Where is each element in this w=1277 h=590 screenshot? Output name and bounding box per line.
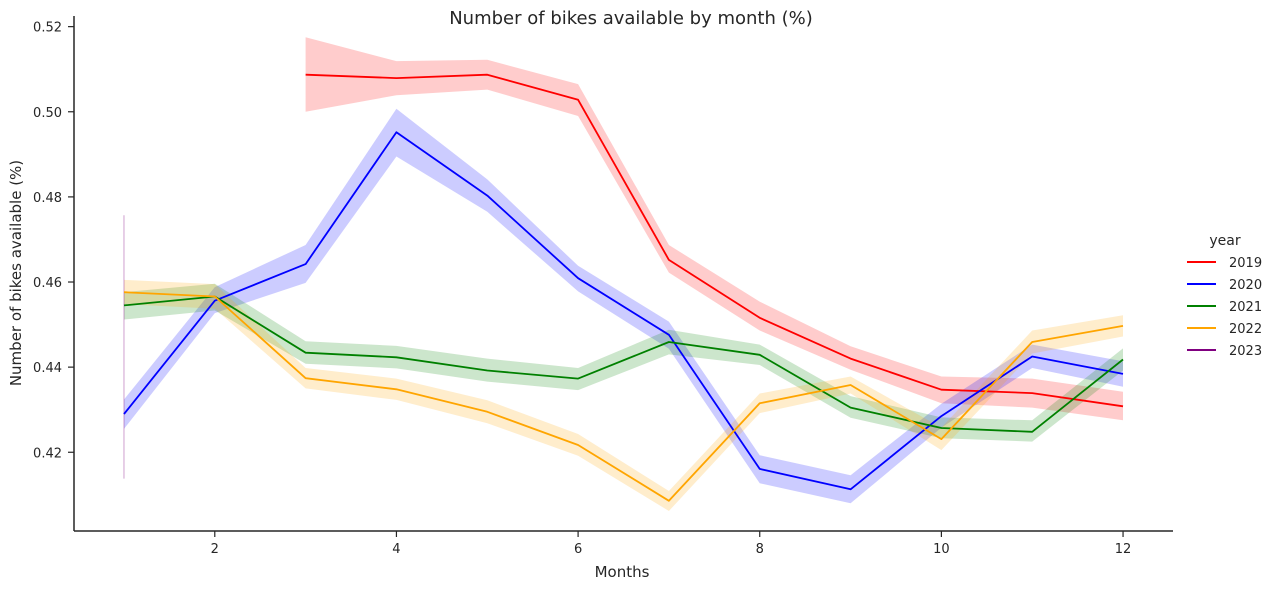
x-tick-label: 8 [756,542,764,557]
y-tick-label: 0.42 [33,446,62,461]
ci-band-2021 [124,283,1123,442]
chart-title: Number of bikes available by month (%) [449,8,813,29]
x-tick-label: 6 [574,542,582,557]
series-lines [123,73,1124,502]
legend: year 2019 2020 2021 2022 2023 [1187,233,1262,359]
series-line-2020 [123,131,1124,491]
x-axis-label: Months [595,563,650,581]
x-tick-label: 10 [933,542,950,557]
x-tick-label: 12 [1115,542,1132,557]
legend-label-2023: 2023 [1229,344,1262,359]
legend-label-2021: 2021 [1229,300,1262,315]
y-tick-label: 0.48 [33,191,62,206]
y-tick-label: 0.50 [33,106,62,121]
legend-label-2019: 2019 [1229,256,1262,271]
y-axis-label: Number of bikes available (%) [7,160,25,386]
x-tick-label: 4 [392,542,400,557]
legend-label-2022: 2022 [1229,322,1262,337]
y-tick-label: 0.52 [33,21,62,36]
ci-band-2019 [305,37,1124,421]
axes [73,16,1173,532]
legend-label-2020: 2020 [1229,278,1262,293]
legend-title: year [1209,233,1240,249]
y-ticks: 0.42 0.44 0.46 0.48 0.50 0.52 [33,21,74,461]
x-ticks: 2 4 6 8 10 12 [211,531,1132,557]
confidence-bands [123,37,1124,511]
series-line-2022 [123,291,1124,502]
x-tick-label: 2 [211,542,219,557]
y-tick-label: 0.46 [33,276,62,291]
series-line-2021 [123,295,1124,433]
y-tick-label: 0.44 [33,361,62,376]
